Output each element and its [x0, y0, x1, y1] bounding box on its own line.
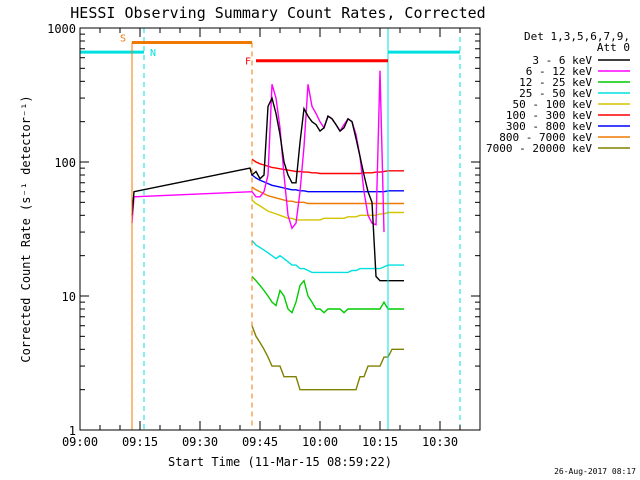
series-line-4 — [251, 199, 404, 221]
series-line-7 — [251, 186, 404, 205]
flare-flag-label: F — [245, 57, 251, 68]
footer-timestamp: 26-Aug-2017 08:17 — [554, 467, 636, 476]
legend-label-2: 12 - 25 keV — [519, 76, 592, 89]
saa-flag-label: S — [120, 33, 126, 44]
x-tick-label: 10:15 — [362, 435, 398, 449]
legend-label-7: 800 - 7000 keV — [499, 131, 592, 144]
x-tick-label: 10:30 — [422, 435, 458, 449]
night-flag-label: N — [150, 48, 156, 59]
legend-label-4: 50 - 100 keV — [513, 98, 593, 111]
x-tick-label: 09:15 — [122, 435, 158, 449]
plot-area: N S F — [79, 28, 461, 430]
legend-label-5: 100 - 300 keV — [506, 109, 592, 122]
legend-label-8: 7000 - 20000 keV — [486, 142, 592, 155]
legend-title-line2: Att 0 — [597, 41, 630, 54]
legend-label-3: 25 - 50 keV — [519, 87, 592, 100]
legend-label-1: 6 - 12 keV — [526, 65, 593, 78]
series-line-1 — [131, 70, 385, 233]
y-tick-label: 100 — [54, 156, 76, 170]
x-axis: 09:00 09:15 09:30 09:45 10:00 10:15 10:30 — [62, 28, 481, 449]
y-tick-label: 1 — [69, 424, 76, 438]
x-tick-label: 09:00 — [62, 435, 98, 449]
plot-frame — [79, 27, 481, 431]
x-tick-label: 09:45 — [242, 435, 278, 449]
series-line-8 — [251, 325, 404, 391]
y-axis: 1 10 100 1000 — [47, 22, 480, 438]
y-axis-label: Corrected Count Rate (s⁻¹ detector⁻¹) — [19, 95, 33, 362]
x-axis-label: Start Time (11-Mar-15 08:59:22) — [168, 455, 392, 469]
legend-label-6: 300 - 800 keV — [506, 120, 592, 133]
x-tick-label: 09:30 — [182, 435, 218, 449]
y-tick-label: 1000 — [47, 22, 76, 36]
series-line-2 — [251, 275, 404, 314]
series-line-3 — [251, 239, 404, 274]
series-line-0 — [131, 96, 404, 282]
x-tick-label: 10:00 — [302, 435, 338, 449]
y-tick-label: 10 — [62, 290, 76, 304]
series-line-5 — [251, 158, 404, 175]
series-line-6 — [251, 174, 404, 193]
chart-title: HESSI Observing Summary Count Rates, Cor… — [70, 4, 485, 22]
legend-title-line1: Det 1,3,5,6,7,9, — [524, 30, 630, 43]
legend-label-0: 3 - 6 keV — [532, 54, 592, 67]
